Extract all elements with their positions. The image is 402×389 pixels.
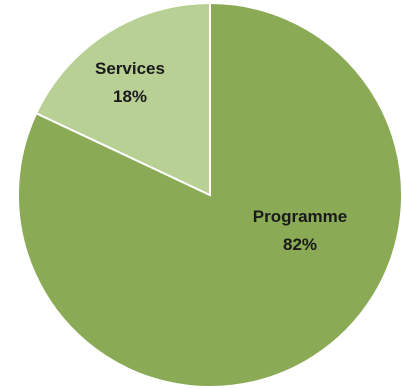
slice-value-services: 18%: [113, 87, 147, 106]
pie-slice-services: [34, 1, 211, 197]
labels-layer: Programme 82% Services 18%: [95, 59, 347, 254]
slice-label-services: Services: [95, 59, 165, 78]
slice-value-programme: 82%: [283, 235, 317, 254]
slice-label-programme: Programme: [253, 207, 347, 226]
slices-layer: [17, 1, 402, 388]
